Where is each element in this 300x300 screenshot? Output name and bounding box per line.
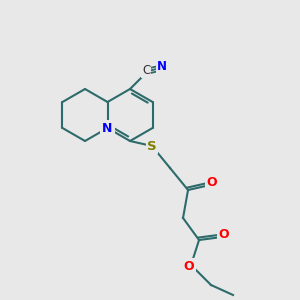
Text: S: S — [147, 140, 157, 152]
Text: O: O — [184, 260, 194, 272]
Text: O: O — [219, 229, 229, 242]
Text: N: N — [102, 122, 113, 134]
Text: C: C — [142, 64, 150, 76]
Text: N: N — [157, 61, 167, 74]
Text: O: O — [207, 176, 217, 190]
